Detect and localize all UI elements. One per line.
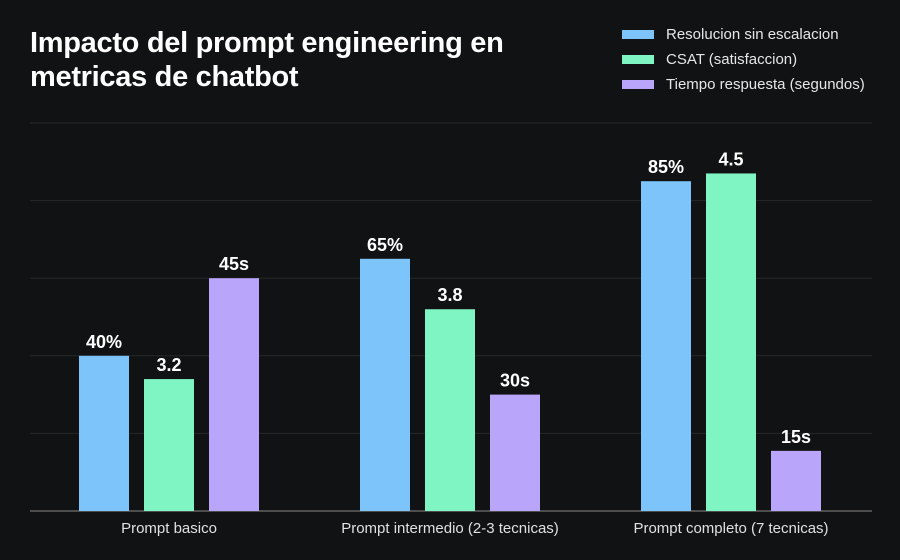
data-label: 30s bbox=[500, 371, 530, 391]
x-tick-label: Prompt basico bbox=[121, 520, 217, 537]
legend-swatch bbox=[622, 80, 654, 89]
data-label: 4.5 bbox=[718, 149, 743, 169]
bar bbox=[209, 278, 259, 511]
legend-item-csat: CSAT (satisfaccion) bbox=[622, 51, 797, 68]
legend-item-resolution: Resolucion sin escalacion bbox=[622, 26, 839, 43]
bar bbox=[79, 355, 129, 511]
legend-swatch bbox=[622, 55, 654, 64]
x-tick-label: Prompt intermedio (2-3 tecnicas) bbox=[341, 520, 559, 537]
bar bbox=[425, 309, 475, 511]
x-tick-label: Prompt completo (7 tecnicas) bbox=[633, 520, 828, 537]
bar bbox=[490, 394, 540, 511]
legend-label: CSAT (satisfaccion) bbox=[666, 51, 798, 68]
bar bbox=[771, 450, 821, 511]
data-label: 15s bbox=[781, 427, 811, 447]
bar bbox=[706, 173, 756, 511]
data-label: 3.8 bbox=[437, 285, 462, 305]
chart-title: Impacto del prompt engineering en metric… bbox=[30, 27, 504, 93]
legend-item-time: Tiempo respuesta (segundos) bbox=[622, 76, 865, 93]
bar bbox=[360, 258, 410, 511]
data-label: 85% bbox=[648, 157, 684, 177]
bar bbox=[641, 181, 691, 511]
data-label: 45s bbox=[219, 254, 249, 274]
legend-label: Resolucion sin escalacion bbox=[666, 26, 839, 43]
legend-swatch bbox=[622, 30, 654, 39]
legend-label: Tiempo respuesta (segundos) bbox=[666, 76, 865, 93]
data-label: 40% bbox=[86, 332, 122, 352]
data-label: 65% bbox=[367, 235, 403, 255]
data-label: 3.2 bbox=[156, 355, 181, 375]
bar bbox=[144, 379, 194, 511]
